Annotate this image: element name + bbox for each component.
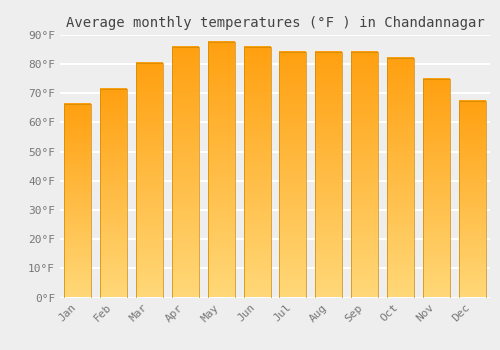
Bar bbox=[208, 42, 234, 298]
Bar bbox=[100, 89, 127, 298]
Bar bbox=[244, 47, 270, 298]
Bar bbox=[136, 63, 163, 298]
Bar bbox=[64, 104, 92, 298]
Bar bbox=[351, 52, 378, 298]
Bar bbox=[316, 52, 342, 298]
Bar bbox=[172, 47, 199, 298]
Bar bbox=[458, 100, 485, 298]
Title: Average monthly temperatures (°F ) in Chandannagar: Average monthly temperatures (°F ) in Ch… bbox=[66, 16, 484, 30]
Bar bbox=[280, 52, 306, 298]
Bar bbox=[387, 58, 414, 298]
Bar bbox=[423, 79, 450, 298]
